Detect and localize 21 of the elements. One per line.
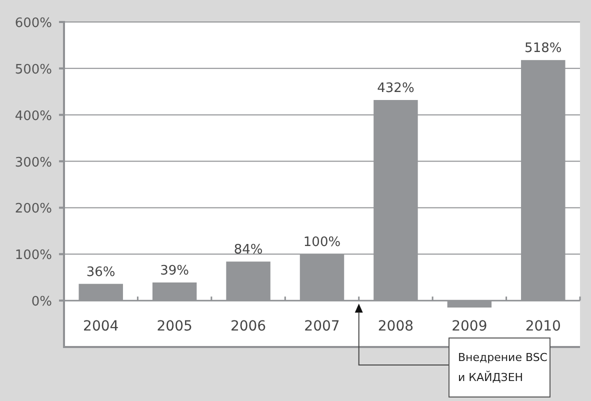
x-tick-label: 2004 bbox=[83, 318, 119, 335]
y-tick-label: 500% bbox=[14, 62, 52, 78]
y-tick-label: 100% bbox=[14, 248, 52, 264]
y-tick-label: 300% bbox=[14, 155, 52, 170]
data-label: 39% bbox=[160, 263, 190, 278]
y-tick-label: 0% bbox=[31, 294, 52, 310]
y-tick-label: 200% bbox=[14, 202, 52, 217]
x-tick-label: 2005 bbox=[156, 318, 192, 335]
y-tick-label: 600% bbox=[14, 16, 52, 31]
x-tick-label: 2007 bbox=[304, 318, 340, 335]
data-label: 432% bbox=[377, 81, 414, 96]
data-label: 518% bbox=[524, 41, 562, 56]
x-tick-label: 2010 bbox=[525, 318, 561, 335]
x-tick-label: 2009 bbox=[452, 318, 488, 335]
data-label: 36% bbox=[86, 264, 116, 280]
text: Внедрение BSC и КАЙДЗЕН bbox=[458, 351, 548, 384]
x-tick-label: 2006 bbox=[230, 318, 266, 335]
data-label: 100% bbox=[303, 235, 341, 250]
x-tick-label: 2008 bbox=[378, 318, 414, 335]
y-tick-label: 400% bbox=[14, 108, 52, 124]
data-label: 84% bbox=[234, 242, 263, 258]
